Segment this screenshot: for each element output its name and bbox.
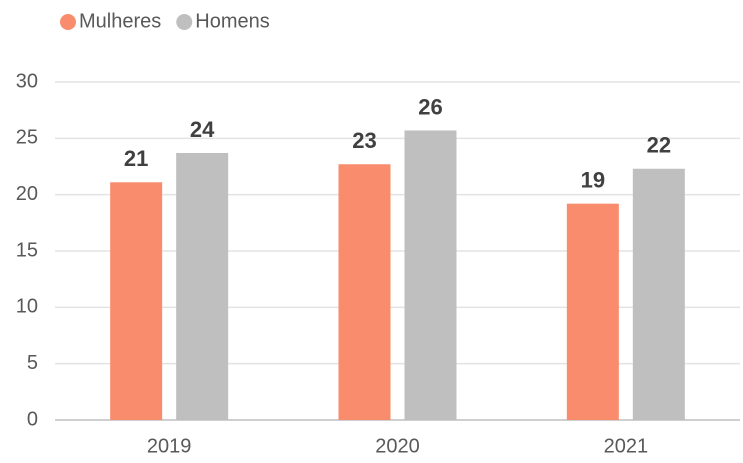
legend-label: Homens: [195, 10, 269, 32]
bar: [632, 168, 685, 420]
y-tick-label: 30: [16, 70, 38, 92]
legend-label: Mulheres: [79, 10, 161, 32]
x-tick-label: 2020: [375, 435, 420, 457]
legend-swatch: [60, 14, 76, 30]
data-label: 23: [352, 128, 376, 153]
bar: [110, 182, 163, 420]
legend-swatch: [176, 14, 193, 30]
y-tick-label: 25: [16, 127, 38, 149]
y-tick-label: 0: [27, 408, 38, 430]
bar: [404, 130, 457, 421]
bar: [176, 152, 229, 421]
data-label: 21: [124, 146, 148, 171]
x-tick-label: 2019: [147, 435, 192, 457]
bar: [338, 164, 391, 420]
y-tick-label: 20: [16, 183, 38, 205]
y-tick-label: 10: [16, 296, 38, 318]
data-label: 19: [581, 167, 605, 192]
data-label: 22: [647, 133, 671, 158]
x-tick-label: 2021: [604, 435, 649, 457]
data-label: 24: [190, 117, 215, 142]
y-tick-label: 5: [27, 352, 38, 374]
bar: [566, 203, 619, 420]
y-tick-label: 15: [16, 239, 38, 261]
data-label: 26: [418, 94, 442, 119]
